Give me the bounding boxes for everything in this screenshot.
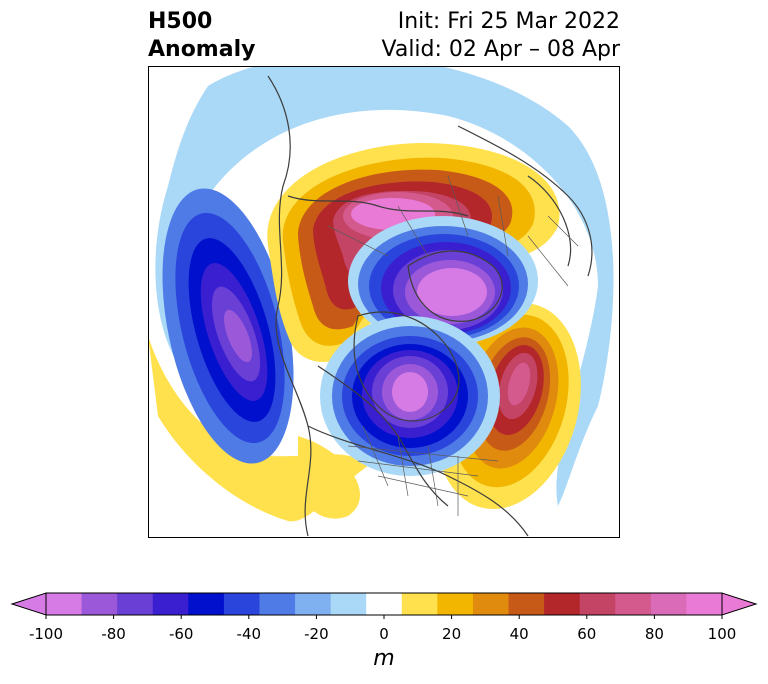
colorbar-segment <box>615 593 652 615</box>
colorbar-tick-label: 0 <box>379 625 389 643</box>
colorbar-segment <box>650 593 687 615</box>
colorbar-segment <box>152 593 189 615</box>
title-right: Init: Fri 25 Mar 2022 Valid: 02 Apr – 08… <box>382 8 621 64</box>
polar-negative-anomaly <box>348 216 538 346</box>
colorbar-segment <box>401 593 438 615</box>
colorbar-tick-label: 80 <box>644 625 664 643</box>
title-variable: H500 <box>148 9 213 34</box>
colorbar-segment <box>259 593 296 615</box>
colorbar-segment <box>366 593 403 615</box>
init-date: Init: Fri 25 Mar 2022 <box>397 9 620 34</box>
negative-outer-ring <box>155 66 614 506</box>
pacific-negative-anomaly <box>162 188 294 464</box>
colorbar-extend-max <box>721 592 758 616</box>
colorbar-unit: m <box>373 646 395 671</box>
hudson-negative-anomaly <box>320 316 500 476</box>
colorbar-tick-label: -60 <box>168 625 194 643</box>
colorbar-segment <box>46 593 83 615</box>
colorbar-extend-min <box>10 592 47 616</box>
colorbar-segment <box>437 593 474 615</box>
colorbar <box>10 592 758 619</box>
colorbar-segment <box>295 593 332 615</box>
colorbar-segment <box>508 593 545 615</box>
coastlines <box>267 75 593 537</box>
colorbar-tick-label: -20 <box>304 625 329 643</box>
colorbar-segment <box>579 593 616 615</box>
colorbar-segment <box>686 593 723 615</box>
colorbar-tick-label: 20 <box>442 625 462 643</box>
colorbar-tick-label: 40 <box>509 625 529 643</box>
colorbar-tick-label: 60 <box>577 625 597 643</box>
political-borders <box>327 175 579 516</box>
colorbar-tick-label: -80 <box>101 625 126 643</box>
colorbar-segment <box>117 593 154 615</box>
colorbar-tick-label: -100 <box>28 625 64 643</box>
anomaly-map <box>148 66 620 538</box>
colorbar-segment <box>472 593 510 615</box>
colorbar-segment <box>223 593 260 615</box>
title-left: H500 Anomaly <box>148 8 255 64</box>
colorbar-segment <box>81 593 118 615</box>
colorbar-segment <box>544 593 581 615</box>
colorbar-tick-label: 100 <box>707 625 737 643</box>
positive-southern-arc-2 <box>298 436 360 519</box>
title-field: Anomaly <box>148 37 256 62</box>
valid-range: Valid: 02 Apr – 08 Apr <box>381 37 621 62</box>
colorbar-segment <box>188 593 225 615</box>
map-border <box>148 66 620 538</box>
colorbar-tick-label: -40 <box>236 625 262 643</box>
colorbar-segment <box>330 593 367 615</box>
